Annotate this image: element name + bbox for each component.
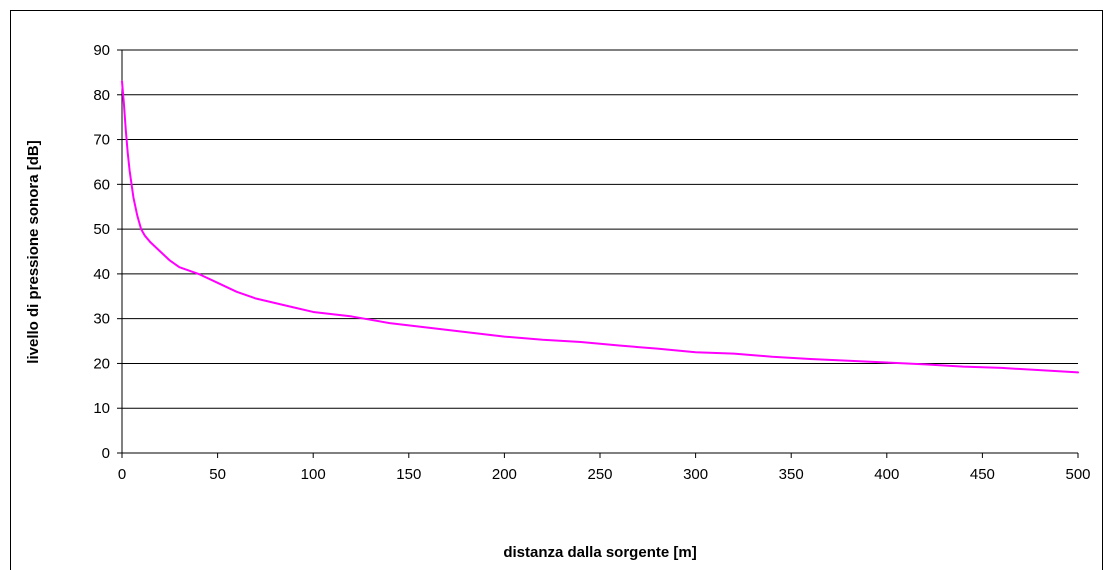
x-tick-label: 300 [683,466,708,483]
gridlines [122,49,1078,409]
series-line-0 [121,80,1079,374]
x-tick-label: 350 [779,466,804,483]
x-tick-label: 150 [396,466,421,483]
y-tick-label: 80 [93,87,110,104]
x-tick-label: 50 [209,466,226,483]
y-tick-label: 70 [93,132,110,149]
x-tick-label: 500 [1065,466,1090,483]
x-tick-label: 250 [587,466,612,483]
y-tick-label: 30 [93,311,110,328]
series-layer [121,80,1079,374]
y-tick-label: 20 [93,355,110,372]
tick-labels: 0 10 20 30 40 50 60 70 80 90 0 50 100 150 200 250 300 350… [93,42,1090,483]
axes [117,49,1079,458]
y-tick-label: 40 [93,266,110,283]
y-tick-label: 10 [93,400,110,417]
x-axis-title: distanza dalla sorgente [m] [503,544,696,561]
x-tick-label: 100 [301,466,326,483]
y-axis-title: livello di pressione sonora [dB] [25,140,42,363]
y-tick-label: 60 [93,176,110,193]
x-tick-label: 400 [874,466,899,483]
x-tick-label: 0 [118,466,126,483]
y-tick-label: 50 [93,221,110,238]
y-tick-label: 0 [102,445,110,462]
x-tick-label: 200 [492,466,517,483]
y-tick-label: 90 [93,42,110,59]
x-tick-label: 450 [970,466,995,483]
